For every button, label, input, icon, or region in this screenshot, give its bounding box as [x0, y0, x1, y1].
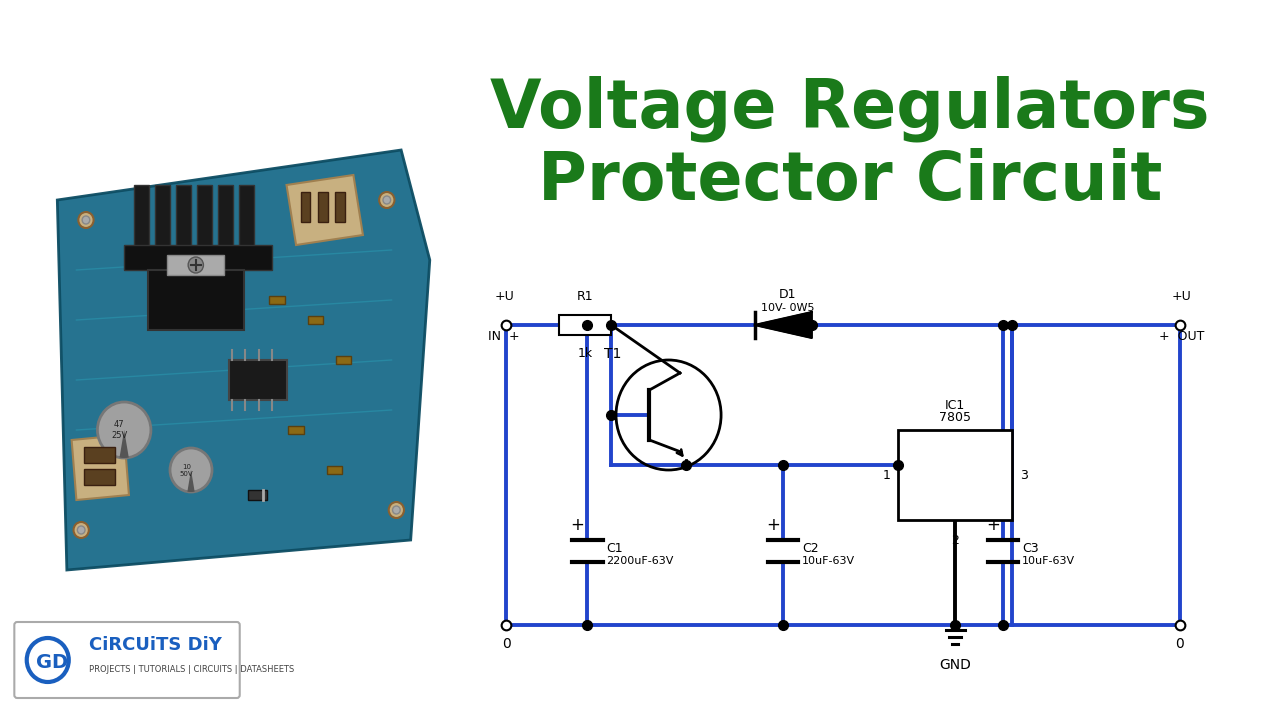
- Polygon shape: [287, 175, 364, 245]
- Text: +: +: [767, 516, 781, 534]
- Text: 2200uF-63V: 2200uF-63V: [607, 556, 673, 566]
- Text: 0: 0: [502, 637, 511, 651]
- Bar: [288, 426, 303, 434]
- Text: IN: IN: [913, 464, 925, 477]
- Text: +U: +U: [1171, 290, 1192, 303]
- Circle shape: [389, 502, 404, 518]
- Bar: [559, 315, 612, 335]
- Circle shape: [188, 257, 204, 273]
- Text: 1: 1: [882, 469, 890, 482]
- Text: +: +: [571, 516, 585, 534]
- FancyBboxPatch shape: [14, 622, 239, 698]
- Text: T1: T1: [604, 347, 621, 361]
- Text: +: +: [986, 516, 1000, 534]
- Bar: [84, 469, 115, 485]
- Text: +U: +U: [494, 290, 515, 303]
- Bar: [168, 255, 224, 275]
- Polygon shape: [218, 185, 233, 255]
- Bar: [335, 192, 344, 222]
- Bar: [326, 466, 342, 474]
- Polygon shape: [155, 185, 170, 255]
- Circle shape: [170, 448, 212, 492]
- Circle shape: [78, 212, 93, 228]
- Bar: [148, 270, 243, 330]
- Text: 2: 2: [951, 534, 959, 547]
- Text: C2: C2: [803, 542, 819, 555]
- Text: 10V- 0W5: 10V- 0W5: [762, 303, 814, 313]
- Text: 7805: 7805: [940, 411, 972, 424]
- Text: CiRCUiTS DiY: CiRCUiTS DiY: [88, 636, 221, 654]
- Text: 1k: 1k: [577, 347, 593, 360]
- Text: C1: C1: [607, 542, 623, 555]
- Text: OUT: OUT: [970, 464, 997, 477]
- Circle shape: [73, 522, 88, 538]
- Circle shape: [383, 196, 390, 204]
- Polygon shape: [72, 435, 129, 500]
- Bar: [301, 192, 311, 222]
- Text: Voltage Regulators: Voltage Regulators: [490, 75, 1210, 142]
- Text: D1: D1: [780, 288, 796, 301]
- Text: PROJECTS | TUTORIALS | CIRCUITS | DATASHEETS: PROJECTS | TUTORIALS | CIRCUITS | DATASH…: [88, 665, 294, 675]
- Text: GND: GND: [941, 480, 969, 493]
- Circle shape: [77, 526, 84, 534]
- Circle shape: [393, 506, 401, 514]
- Bar: [229, 360, 287, 400]
- Bar: [248, 490, 268, 500]
- Wedge shape: [187, 470, 195, 492]
- Text: GND: GND: [940, 658, 972, 672]
- Wedge shape: [119, 430, 129, 458]
- Text: 3: 3: [1020, 469, 1028, 482]
- Text: 47
25V: 47 25V: [111, 420, 128, 440]
- Polygon shape: [197, 185, 212, 255]
- Text: 10uF-63V: 10uF-63V: [803, 556, 855, 566]
- Text: C3: C3: [1021, 542, 1038, 555]
- Text: IC1: IC1: [945, 399, 965, 412]
- Text: D: D: [51, 652, 68, 672]
- Bar: [337, 356, 352, 364]
- Text: Protector Circuit: Protector Circuit: [538, 148, 1162, 214]
- Text: G: G: [36, 652, 52, 672]
- Bar: [897, 430, 1012, 520]
- Circle shape: [82, 216, 90, 224]
- Polygon shape: [754, 312, 812, 338]
- Polygon shape: [58, 150, 430, 570]
- Text: IN  +: IN +: [489, 330, 520, 343]
- Bar: [124, 245, 273, 270]
- Bar: [317, 192, 328, 222]
- Bar: [307, 316, 323, 324]
- Polygon shape: [175, 185, 191, 255]
- Text: +  OUT: + OUT: [1158, 330, 1204, 343]
- Circle shape: [97, 402, 151, 458]
- Text: R1: R1: [577, 290, 594, 303]
- Polygon shape: [133, 185, 148, 255]
- Bar: [84, 447, 115, 463]
- Polygon shape: [239, 185, 253, 255]
- Text: 10
50V: 10 50V: [179, 464, 193, 477]
- Text: 10uF-63V: 10uF-63V: [1021, 556, 1075, 566]
- Text: 0: 0: [1175, 637, 1184, 651]
- Bar: [269, 296, 284, 304]
- Circle shape: [379, 192, 394, 208]
